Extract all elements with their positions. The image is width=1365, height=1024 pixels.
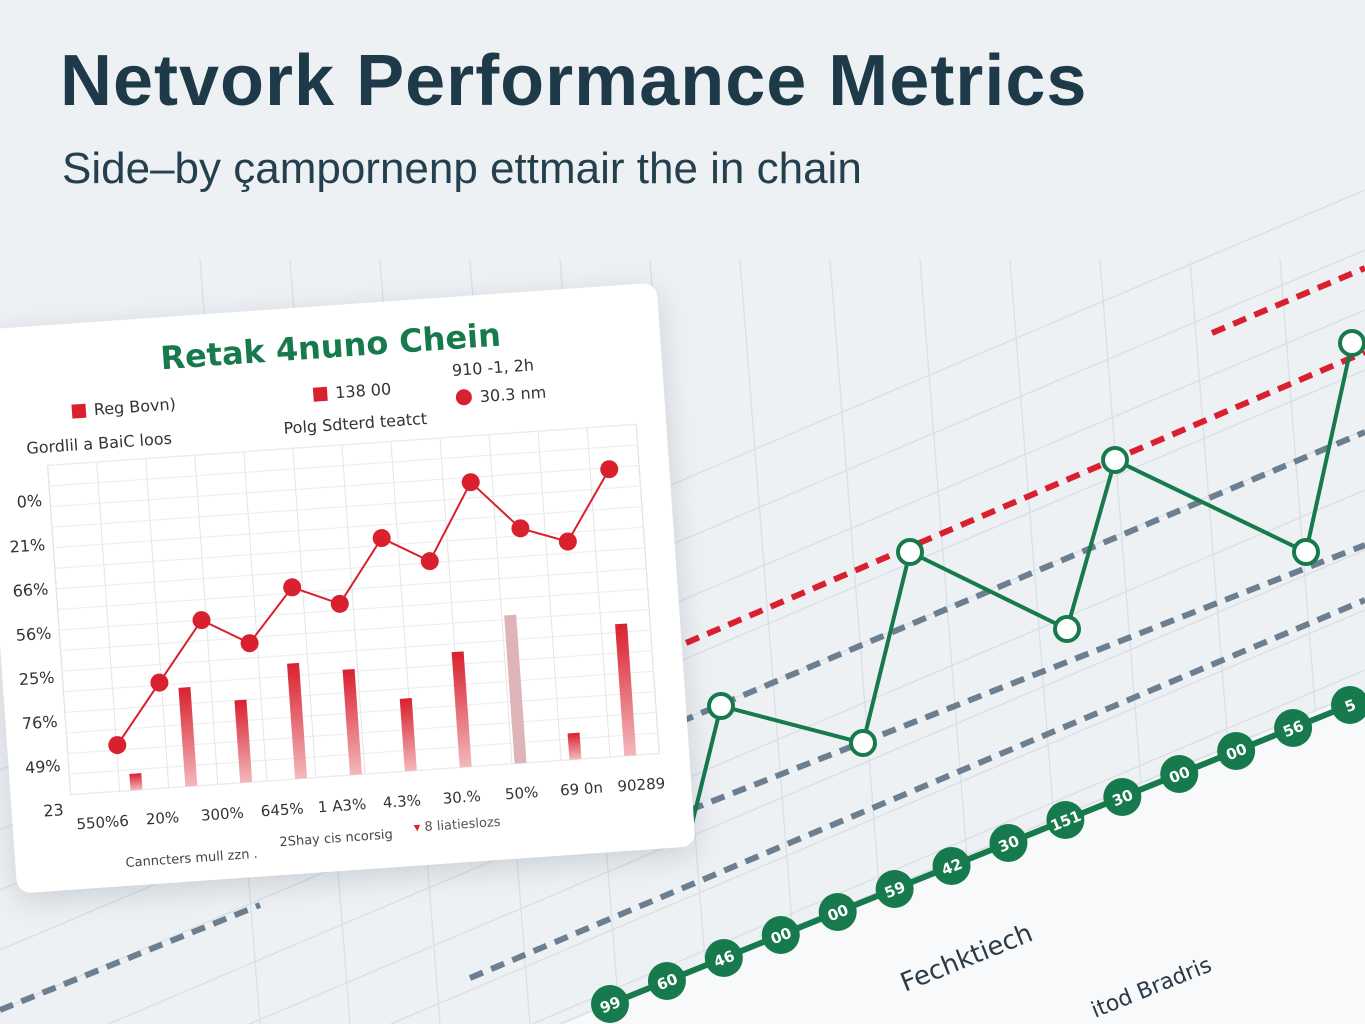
grid-line <box>51 485 641 528</box>
chart-card: Retak 4nuno Chein Reg Bovn) Gordlil a Ba… <box>0 282 696 894</box>
y-tick-label: 25% <box>18 668 55 689</box>
grid-line <box>60 608 650 652</box>
bead-marker <box>591 985 629 1023</box>
bead-marker <box>989 824 1028 862</box>
red-series-marker <box>511 519 530 538</box>
red-series-marker <box>330 594 349 613</box>
slate-dashed-line <box>678 429 1365 725</box>
bead-marker <box>704 939 743 977</box>
grid-line <box>739 259 801 1024</box>
bead-marker <box>1103 778 1142 816</box>
red-series-marker <box>150 673 169 692</box>
green-series-marker <box>1053 615 1081 643</box>
x-tick-label: 645% <box>260 799 304 820</box>
red-dashed-line <box>663 349 1365 655</box>
grid-line <box>69 732 658 775</box>
grid-line <box>49 444 638 487</box>
green-series-marker <box>896 538 924 566</box>
red-series-marker <box>192 611 211 630</box>
x-tick-label: 300% <box>200 804 244 825</box>
bead-marker <box>647 962 686 1000</box>
bead-marker <box>932 847 971 885</box>
y-tick-label: 66% <box>12 579 49 600</box>
page-subtitle: Side–by çampornenp ettmair the in chain <box>62 144 862 193</box>
grid-line <box>66 691 655 734</box>
bead-marker <box>818 893 857 931</box>
y-tick-label: 56% <box>15 624 52 645</box>
green-series-marker <box>1101 446 1129 474</box>
bead-marker <box>1046 801 1085 839</box>
y-tick-label: 0% <box>16 491 43 512</box>
card-plot: 0% 21% 66% 56% 25% 76% 49% 23 550%6 20% 300% 645% 1 … <box>9 423 666 834</box>
slate-dashed-line <box>468 597 1365 981</box>
slate-dashed-line <box>0 902 262 1013</box>
bar <box>178 687 198 787</box>
red-series-marker <box>558 532 577 551</box>
red-series-marker <box>461 473 480 492</box>
bead-marker <box>1274 709 1313 747</box>
bar <box>234 699 253 783</box>
bead-marker <box>1217 732 1256 770</box>
x-tick-label: 20% <box>145 808 180 828</box>
bar <box>342 668 362 776</box>
bead-marker <box>761 916 800 954</box>
x-tick-label: 1 A3% <box>317 795 367 816</box>
green-series-marker <box>849 729 877 757</box>
green-series-marker <box>707 692 735 720</box>
grid-line <box>53 506 642 549</box>
red-series-marker <box>283 578 302 597</box>
grid-line <box>67 711 657 755</box>
x-tick-label: 30.% <box>442 787 481 808</box>
x-tick-label: 69 0n <box>559 779 603 800</box>
grid-line <box>64 670 654 713</box>
red-series-marker <box>240 634 259 653</box>
y-tick-label: 76% <box>21 712 58 733</box>
x-tick-label: 50% <box>504 783 539 803</box>
grid-line <box>70 753 660 796</box>
bar <box>399 698 417 772</box>
red-series-marker <box>420 552 439 571</box>
grid-line <box>56 547 645 590</box>
bead-marker <box>1160 755 1199 793</box>
red-series-marker <box>372 529 391 548</box>
bead-marker <box>875 870 914 908</box>
x-tick-label: 90289 <box>617 774 666 795</box>
x-tick-label: 550%6 <box>76 812 130 834</box>
grid-line <box>249 549 1365 1024</box>
y-tick-label: 23 <box>43 800 65 820</box>
page-title: Netvork Performance Metrics <box>60 41 1088 121</box>
green-series-marker <box>1292 538 1320 566</box>
x-tick-label: 4.3% <box>382 791 421 812</box>
grid-line <box>108 489 1365 1024</box>
y-tick-label: 21% <box>9 535 46 556</box>
bar <box>129 773 143 791</box>
red-series-marker <box>108 736 127 755</box>
grid-line <box>54 526 644 569</box>
slate-dashed-line <box>688 542 1365 813</box>
grid-line <box>57 567 647 610</box>
red-dashed-line <box>1210 265 1365 336</box>
green-series-marker <box>1338 329 1365 357</box>
bar <box>287 662 308 779</box>
grid-line <box>390 609 1365 1024</box>
green-series-line <box>686 342 1354 841</box>
y-tick-label: 49% <box>24 756 61 777</box>
grid-line <box>50 464 640 508</box>
bar <box>615 623 637 756</box>
red-series-marker <box>600 460 619 479</box>
bar <box>567 732 582 760</box>
bead-marker <box>1331 686 1365 724</box>
bar <box>451 651 472 768</box>
grid-line <box>47 423 637 466</box>
bar <box>504 614 527 764</box>
grid-line <box>59 588 648 631</box>
grid-line <box>61 629 651 672</box>
